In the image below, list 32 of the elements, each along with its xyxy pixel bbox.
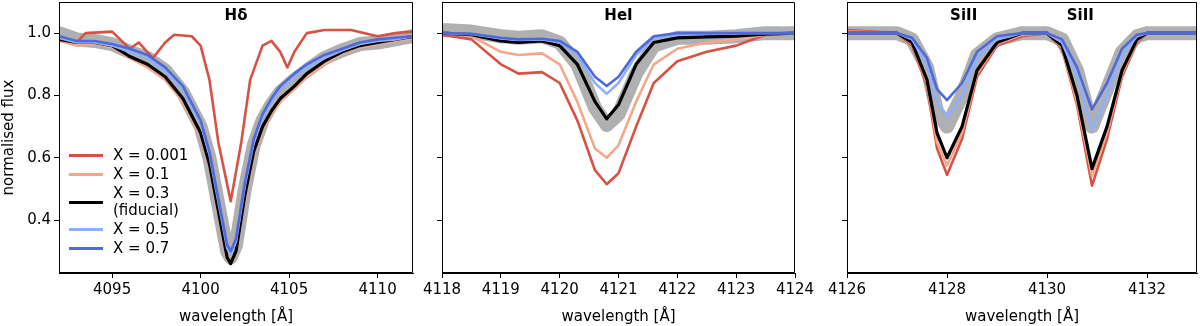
x-tick-label: 4119 (481, 279, 520, 298)
x-tick-label: 4100 (181, 279, 220, 298)
legend-label: X = 0.3 (fiducial) (113, 184, 179, 219)
x-tick-label: 4095 (93, 279, 132, 298)
x-tick-label: 4130 (1027, 279, 1067, 298)
x-tick-label: 4105 (270, 279, 309, 298)
x-tick-label: 4118 (422, 279, 462, 298)
y-tick-label: 1.0 (27, 23, 51, 42)
legend-label: X = 0.001 (113, 146, 189, 164)
y-tick-label: 0.4 (27, 209, 51, 228)
x-tick-label: 4120 (540, 279, 579, 298)
y-tick-label: 0.8 (27, 85, 51, 104)
x-tick-label: 4128 (927, 279, 967, 298)
x-tick-label: 4132 (1127, 279, 1167, 298)
annotation: SiII (1066, 5, 1094, 24)
annotation: Hδ (224, 5, 248, 24)
legend-label: X = 0.7 (113, 239, 170, 257)
x-tick-label: 4122 (658, 279, 697, 298)
legend-label: X = 0.1 (113, 165, 170, 183)
x-axis-title: wavelength [Å] (561, 305, 676, 325)
x-tick-label: 4123 (717, 279, 756, 298)
x-tick-label: 4121 (599, 279, 638, 298)
x-axis-title: wavelength [Å] (964, 305, 1080, 325)
y-tick-label: 0.6 (27, 147, 51, 166)
legend-label: X = 0.5 (113, 220, 170, 238)
annotation: SiII (950, 5, 978, 24)
x-tick-label: 4124 (775, 279, 815, 298)
x-tick-label: 4126 (827, 279, 867, 298)
annotation: HeI (604, 5, 633, 24)
x-tick-label: 4110 (358, 279, 397, 298)
x-axis-title: wavelength [Å] (178, 305, 294, 325)
y-axis-title: normalised flux (0, 79, 17, 196)
